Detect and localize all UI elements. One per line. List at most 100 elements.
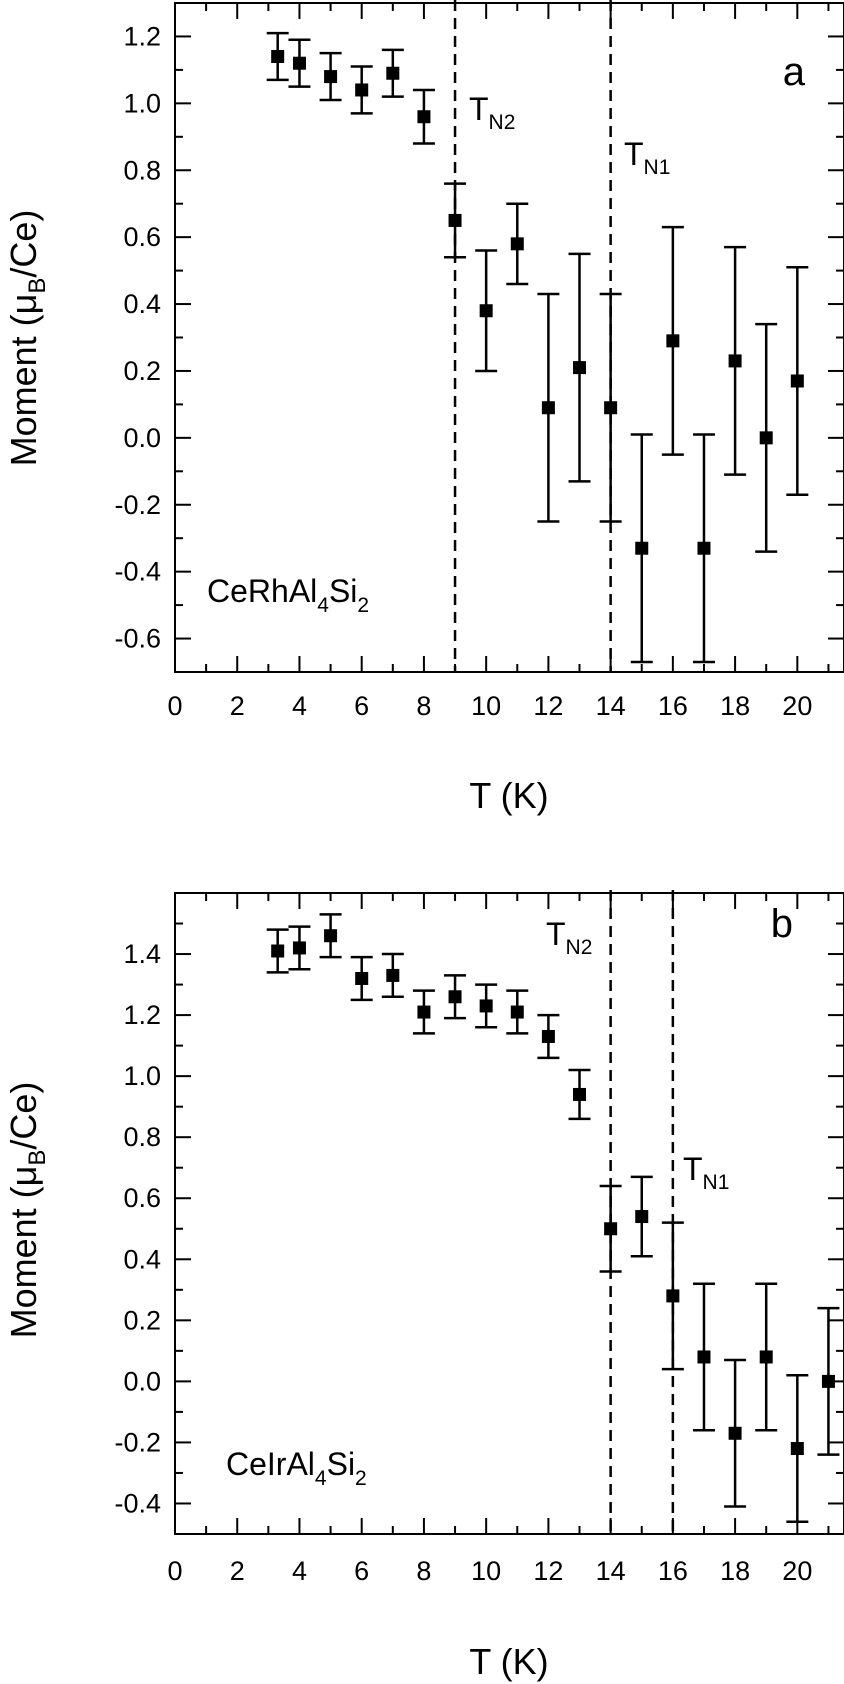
marker-square	[697, 1350, 711, 1364]
y-tick-label: 1.4	[123, 939, 161, 969]
data-point	[786, 266, 809, 496]
x-tick-label: 2	[230, 691, 245, 721]
data-point	[412, 989, 435, 1035]
y-tick-label: -0.2	[114, 1427, 161, 1457]
y-tick-label: 0.8	[123, 1122, 161, 1152]
x-tick-label: 18	[720, 691, 750, 721]
marker-square	[448, 213, 462, 227]
vline-label-tn1-a: TN1	[624, 136, 670, 179]
panel-a: 0 2 4 6 8 10 12 14 16 18 20 -0.6-0.4-0.20.00.20.40…	[3, 0, 844, 816]
marker-square	[635, 541, 649, 555]
marker-square	[604, 1222, 618, 1236]
x-tick-label: 4	[292, 1556, 307, 1586]
y-tick-label: 0.0	[123, 423, 161, 453]
data-point	[444, 182, 467, 259]
y-axis-title-a: Moment (μB/Ce)	[3, 210, 51, 467]
marker-square	[573, 361, 587, 375]
compound-label-a: CeRhAl4Si2	[207, 573, 369, 617]
x-tick-label: 4	[292, 691, 307, 721]
marker-square	[541, 1029, 555, 1043]
data-point	[661, 1221, 684, 1371]
y-axis-title-b: Moment (μB/Ce)	[3, 1082, 51, 1339]
data-point	[786, 1374, 809, 1524]
data-point	[537, 1013, 560, 1060]
y-tick-label: 0.0	[123, 1366, 161, 1396]
vline-label-tn2-a: TN2	[469, 91, 515, 134]
y-ticks-b: -0.4 -0.2 0.0 0.2 0.4 0.6 0.8 1.0 1.2 1.4	[114, 892, 844, 1535]
data-point	[661, 225, 684, 456]
y-tick-label: 0.4	[123, 1244, 161, 1274]
marker-square	[355, 83, 369, 97]
marker-square	[386, 66, 400, 80]
marker-square	[604, 401, 618, 415]
y-tick-label: -0.4	[114, 557, 161, 587]
marker-square	[635, 1210, 649, 1224]
x-tick-label: 14	[596, 1556, 626, 1586]
x-tick-label: 20	[782, 691, 812, 721]
x-tick-label: 12	[533, 691, 563, 721]
marker-square	[479, 304, 493, 318]
marker-square	[448, 990, 462, 1004]
marker-square	[292, 56, 306, 70]
marker-square	[417, 110, 431, 124]
data-point	[381, 48, 404, 98]
data-point	[288, 38, 311, 88]
x-tick-label: 20	[782, 1556, 812, 1586]
x-tick-label: 0	[167, 691, 182, 721]
data-point	[630, 433, 653, 664]
data-point	[412, 88, 435, 145]
x-tick-label: 6	[354, 691, 369, 721]
data-point	[506, 989, 529, 1035]
data-point	[381, 952, 404, 999]
x-axis-title-a: T (K)	[469, 775, 548, 816]
data-points-a	[266, 31, 809, 664]
marker-square	[759, 1350, 773, 1364]
data-point	[755, 1282, 778, 1432]
marker-square	[790, 1442, 804, 1456]
y-tick-label: 1.2	[123, 1000, 161, 1030]
y-tick-label: -0.2	[114, 490, 161, 520]
data-point	[350, 955, 373, 1002]
data-point	[692, 433, 715, 664]
marker-square	[510, 237, 524, 251]
x-ticks-b: 0 2 4 6 8 10 12 14 16 18 20	[167, 893, 830, 1586]
data-point	[350, 65, 373, 115]
y-tick-label: 0.6	[123, 1183, 161, 1213]
data-points-b	[266, 913, 840, 1524]
compound-label-b: CeIrAl4Si2	[226, 1446, 367, 1490]
data-point	[630, 1175, 653, 1258]
y-tick-label: -0.6	[114, 624, 161, 654]
x-tick-label: 18	[720, 1556, 750, 1586]
data-point	[692, 1282, 715, 1432]
marker-square	[790, 374, 804, 388]
data-point	[817, 1306, 840, 1456]
x-tick-label: 14	[596, 691, 626, 721]
panel-letter-b: b	[771, 902, 793, 946]
data-point	[288, 925, 311, 971]
data-point	[266, 928, 289, 974]
marker-square	[541, 401, 555, 415]
x-tick-label: 16	[658, 1556, 688, 1586]
transition-lines-a	[453, 0, 612, 672]
marker-square	[386, 968, 400, 982]
y-tick-label: 1.0	[123, 1061, 161, 1091]
y-tick-label: 0.2	[123, 1305, 161, 1335]
marker-square	[728, 1426, 742, 1440]
y-tick-label: 0.6	[123, 222, 161, 252]
marker-square	[292, 941, 306, 955]
data-point	[568, 252, 591, 483]
y-ticks-a: -0.6 -0.4 -0.2 0.0 0.2 0.4 0.6 0.8 1.0 1.2	[114, 2, 844, 673]
x-tick-label: 6	[354, 1556, 369, 1586]
y-tick-label: 0.2	[123, 356, 161, 386]
x-tick-label: 10	[471, 1556, 501, 1586]
data-point	[319, 51, 342, 102]
marker-square	[324, 70, 338, 84]
data-point	[506, 202, 529, 286]
data-point	[755, 322, 778, 553]
y-tick-label: 1.0	[123, 88, 161, 118]
y-tick-label: -0.4	[114, 1488, 161, 1518]
data-point	[537, 292, 560, 523]
data-point	[599, 1184, 622, 1273]
marker-square	[666, 334, 680, 348]
marker-square	[573, 1087, 587, 1101]
